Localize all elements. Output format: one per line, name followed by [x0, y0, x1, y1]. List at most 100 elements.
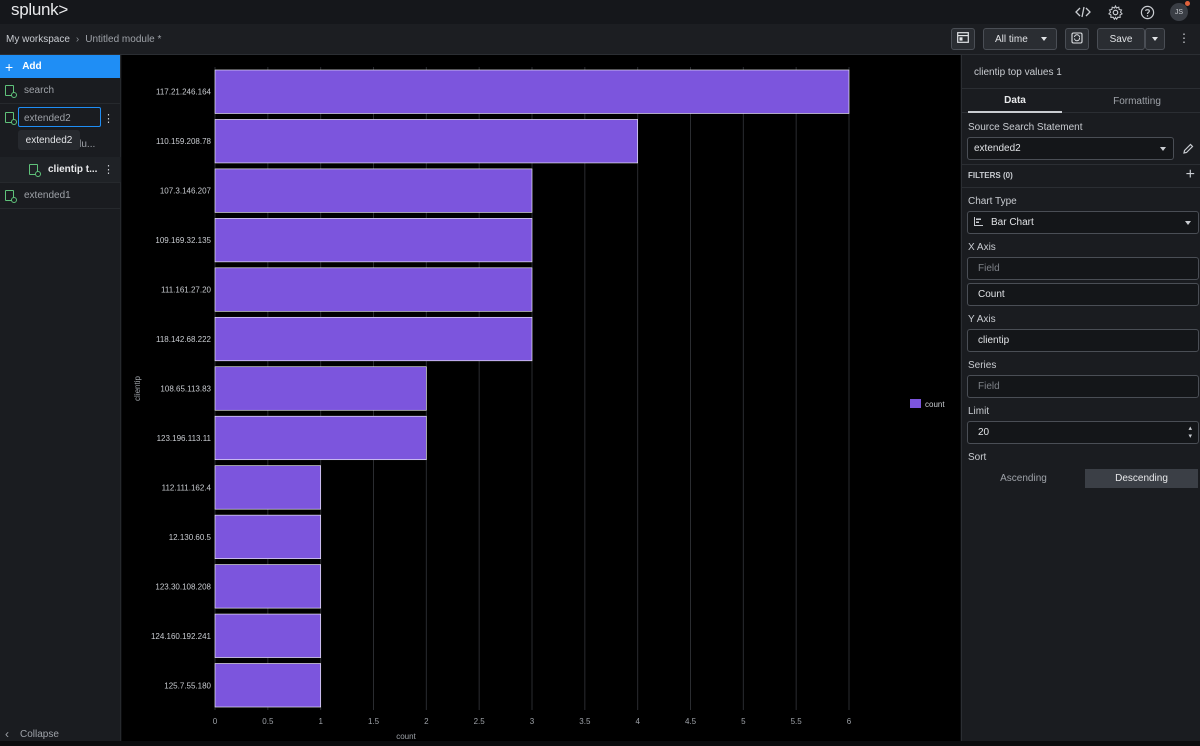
- layout-icon: [957, 32, 969, 46]
- layout-button[interactable]: [951, 28, 975, 50]
- bar: [214, 415, 427, 461]
- x-tick-label: 1.5: [368, 717, 380, 726]
- panel-tabs: Data Formatting: [962, 88, 1200, 113]
- pencil-icon[interactable]: [1182, 142, 1194, 160]
- module-sidebar: + Add search extended2 ⋮ clientip top va…: [0, 55, 121, 741]
- splunk-logo[interactable]: splunk>: [11, 0, 68, 19]
- chevron-down-icon: [1185, 221, 1191, 225]
- gear-icon[interactable]: [1106, 3, 1124, 21]
- bar: [214, 316, 533, 362]
- bar: [214, 663, 321, 708]
- y-tick-label: 111.161.27.20: [161, 286, 212, 295]
- top-icons: JS: [1074, 0, 1190, 24]
- tab-formatting[interactable]: Formatting: [1113, 95, 1161, 107]
- limit-label: Limit: [968, 406, 990, 417]
- chart-type-select[interactable]: Bar Chart: [967, 211, 1199, 234]
- chart-type-value: Bar Chart: [991, 217, 1034, 228]
- node-tooltip: extended2: [18, 130, 80, 150]
- legend-swatch: [910, 399, 921, 408]
- node-menu-icon[interactable]: ⋮: [103, 112, 114, 125]
- sort-label: Sort: [968, 452, 987, 463]
- bar-chart: 0 0.5 1 1.5 2 2.5 3 3.5 4 4.5 5 5.5 6 117.21.246.164 1…: [133, 67, 945, 741]
- sort-descending-button[interactable]: Descending: [1085, 469, 1198, 488]
- save-button[interactable]: Save: [1097, 28, 1145, 50]
- add-button[interactable]: + Add: [0, 55, 120, 78]
- time-range-picker[interactable]: All time: [983, 28, 1057, 50]
- chevron-down-icon: [1041, 37, 1047, 41]
- more-options-icon[interactable]: ⋮: [1178, 31, 1190, 45]
- sidebar-node-clientip-chart[interactable]: clientip t... ⋮: [0, 157, 121, 183]
- sidebar-node-search[interactable]: search: [0, 78, 121, 104]
- bar: [214, 514, 321, 559]
- sidebar-node-extended2[interactable]: extended2 ⋮: [0, 105, 121, 131]
- bar: [214, 168, 533, 213]
- x-axis-field-input[interactable]: Field: [967, 257, 1199, 280]
- y-axis-field[interactable]: clientip: [967, 329, 1199, 352]
- y-tick-label: 108.65.113.83: [160, 385, 211, 394]
- module-toolbar: My workspace › Untitled module * All tim…: [0, 24, 1200, 55]
- config-panel: clientip top values 1 Data Formatting So…: [961, 55, 1200, 741]
- x-tick-label: 4: [635, 717, 640, 726]
- dataset-icon: [5, 84, 17, 98]
- bar: [214, 366, 427, 411]
- tab-data[interactable]: Data: [968, 89, 1062, 113]
- series-field-input[interactable]: Field: [967, 375, 1199, 398]
- y-tick-label: 124.160.192.241: [151, 632, 212, 641]
- code-icon[interactable]: [1074, 3, 1092, 21]
- bar: [214, 119, 638, 164]
- limit-stepper[interactable]: 20 ▴ ▾: [967, 421, 1199, 444]
- series-label: Series: [968, 360, 997, 371]
- breadcrumb: My workspace › Untitled module *: [6, 24, 161, 55]
- chevron-left-icon: ‹: [5, 727, 9, 741]
- chevron-down-icon: [1152, 37, 1158, 41]
- y-tick-label: 123.30.108.208: [155, 582, 211, 591]
- x-tick-label: 5: [741, 717, 746, 726]
- add-filter-icon[interactable]: +: [1185, 166, 1195, 183]
- breadcrumb-module[interactable]: Untitled module *: [85, 34, 162, 45]
- bar: [214, 613, 321, 658]
- refresh-button[interactable]: [1065, 28, 1089, 50]
- help-icon[interactable]: [1138, 3, 1156, 21]
- add-label: Add: [22, 61, 42, 72]
- x-tick-label: 2: [424, 717, 429, 726]
- y-axis-title: clientip: [133, 376, 142, 401]
- stepper-arrows-icon[interactable]: ▴ ▾: [1188, 425, 1192, 440]
- x-tick-label: 5.5: [791, 717, 803, 726]
- y-tick-label: 117.21.246.164: [156, 88, 212, 97]
- top-bar: splunk> JS: [0, 0, 1200, 24]
- breadcrumb-workspace[interactable]: My workspace: [6, 34, 70, 45]
- dataset-icon: [5, 189, 17, 203]
- chart-canvas: 0 0.5 1 1.5 2 2.5 3 3.5 4 4.5 5 5.5 6 117.21.246.164 1…: [122, 55, 960, 741]
- refresh-icon: [1071, 31, 1083, 47]
- x-axis-count-field[interactable]: Count: [967, 283, 1199, 306]
- y-tick-label: 118.142.68.222: [156, 335, 212, 344]
- chevron-down-icon: [1160, 147, 1166, 151]
- bar: [214, 564, 321, 609]
- y-axis-label: Y Axis: [968, 314, 996, 325]
- sort-ascending-button[interactable]: Ascending: [967, 469, 1080, 488]
- focus-ring: [18, 107, 101, 127]
- y-tick-label: 107.3.146.207: [160, 187, 212, 196]
- node-label: clientip t...: [48, 164, 98, 175]
- sidebar-node-extended1[interactable]: extended1: [0, 183, 121, 209]
- time-range-label: All time: [995, 33, 1028, 45]
- x-tick-label: 0: [213, 717, 218, 726]
- x-tick-label: 0.5: [262, 717, 274, 726]
- x-tick-label: 3: [530, 717, 535, 726]
- y-tick-label: 125.7.55.180: [164, 681, 211, 690]
- node-menu-icon[interactable]: ⋮: [103, 164, 114, 176]
- node-label: extended1: [24, 190, 71, 201]
- save-menu-button[interactable]: [1145, 28, 1165, 50]
- x-tick-label: 3.5: [579, 717, 591, 726]
- y-tick-label: 112.111.162.4: [162, 483, 212, 492]
- source-select[interactable]: extended2: [967, 137, 1174, 160]
- source-label: Source Search Statement: [968, 122, 1083, 133]
- limit-value: 20: [978, 427, 990, 438]
- x-tick-label: 2.5: [474, 717, 486, 726]
- collapse-button[interactable]: ‹ Collapse: [5, 727, 59, 741]
- panel-title: clientip top values 1: [974, 67, 1062, 78]
- collapse-label: Collapse: [20, 728, 59, 740]
- x-axis-title: count: [396, 732, 416, 741]
- x-tick-label: 4.5: [685, 717, 697, 726]
- avatar[interactable]: JS: [1170, 1, 1190, 21]
